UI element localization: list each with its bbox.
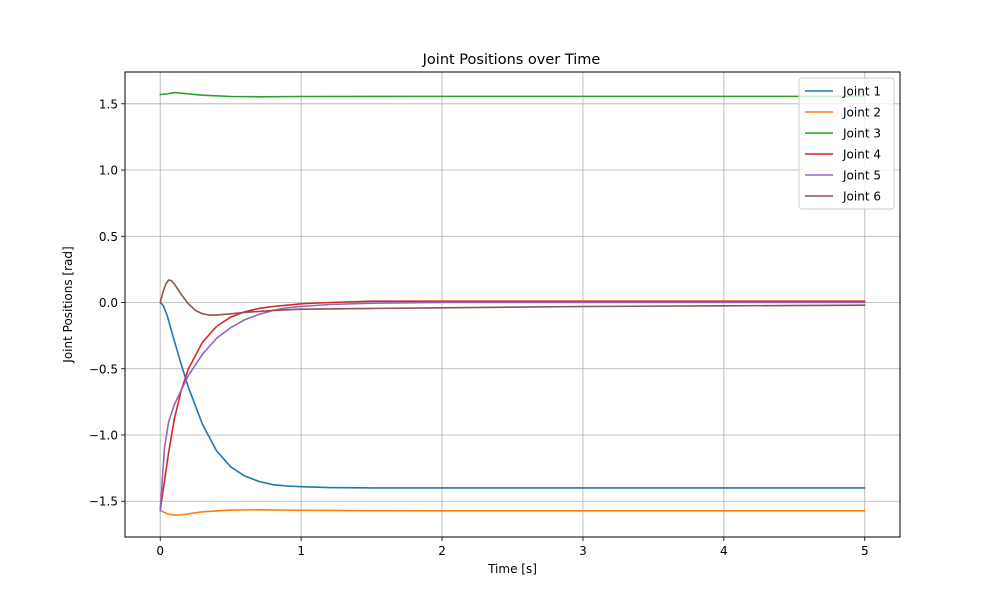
series-line-joint-1: [159, 301, 866, 489]
legend-label: Joint 1: [842, 85, 881, 99]
x-tick-label: 2: [438, 544, 446, 558]
legend-box: [798, 77, 895, 210]
legend: Joint 1 Joint 2 Joint 3 Joint 4 Joint 5 Joint…: [798, 77, 895, 210]
series-lines: [159, 91, 866, 516]
series-line-joint-6: [159, 279, 866, 316]
y-tick-label: 1.5: [99, 97, 118, 111]
axes: 0 1 2 3 4 5 −1.5 −1.0 −0.5 0.0 0.5 1.0 1.5: [89, 97, 869, 558]
legend-label: Joint 5: [842, 169, 881, 183]
y-tick-label: 1.0: [99, 164, 118, 178]
series-line-joint-3: [159, 91, 866, 98]
legend-label: Joint 2: [842, 106, 881, 120]
plot-area: [125, 72, 900, 537]
y-tick-label: −1.5: [89, 495, 118, 509]
y-tick-label: −0.5: [89, 362, 118, 376]
y-tick-label: 0.5: [99, 230, 118, 244]
y-axis-label: Joint Positions [rad]: [61, 246, 75, 363]
series-line-joint-2: [159, 509, 866, 516]
y-tick-label: −1.0: [89, 428, 118, 442]
plot-frame: [124, 71, 901, 538]
legend-label: Joint 4: [842, 148, 881, 162]
x-tick-label: 3: [579, 544, 587, 558]
series-line-joint-5: [159, 301, 866, 512]
x-tick-label: 0: [156, 544, 164, 558]
legend-label: Joint 6: [842, 190, 881, 204]
legend-label: Joint 3: [842, 127, 881, 141]
x-tick-label: 1: [297, 544, 305, 558]
y-tick-label: 0.0: [99, 296, 118, 310]
x-tick-label: 5: [861, 544, 869, 558]
x-tick-label: 4: [720, 544, 728, 558]
chart-title: Joint Positions over Time: [422, 52, 601, 68]
x-axis-label: Time [s]: [487, 562, 537, 576]
series-line-joint-4: [159, 300, 866, 512]
